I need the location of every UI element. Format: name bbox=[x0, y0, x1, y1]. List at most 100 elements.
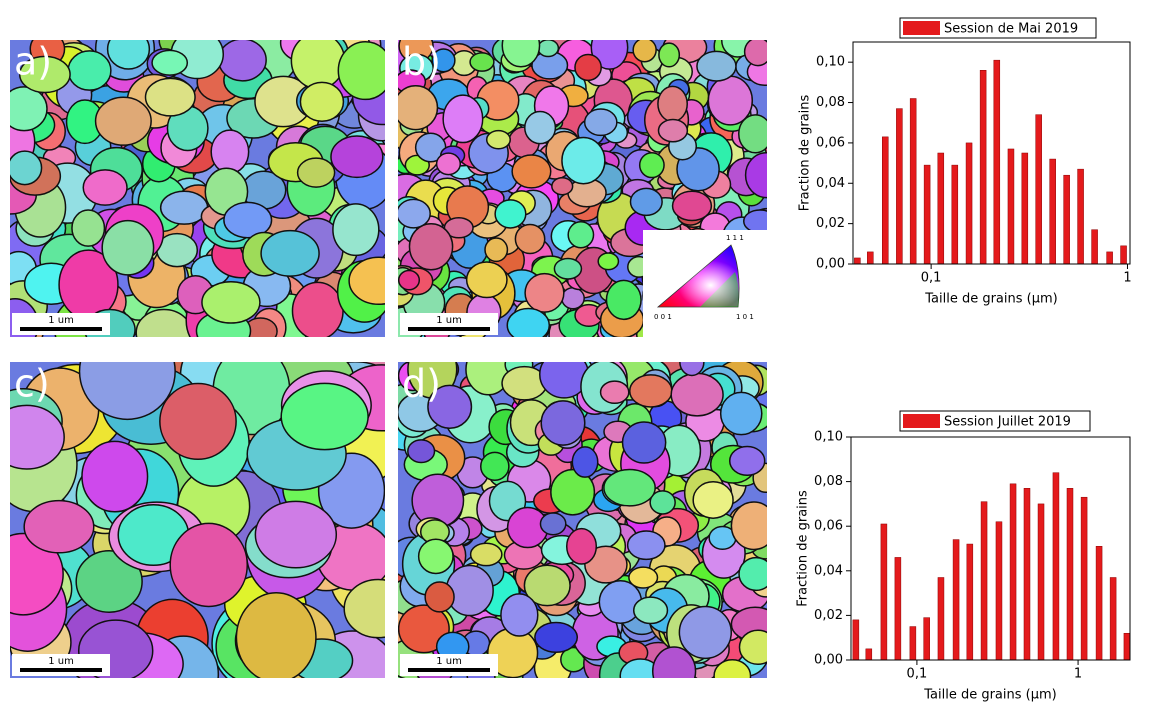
grain bbox=[692, 481, 734, 519]
grain bbox=[696, 50, 737, 82]
grain bbox=[738, 556, 767, 592]
grain bbox=[398, 198, 431, 229]
grain bbox=[348, 256, 385, 306]
grain bbox=[605, 279, 642, 321]
grain bbox=[485, 129, 511, 150]
grain bbox=[738, 629, 767, 665]
grain bbox=[738, 114, 767, 154]
grain bbox=[169, 522, 249, 608]
panel-label: a) bbox=[14, 40, 52, 84]
scale-bar bbox=[20, 327, 102, 331]
grain bbox=[296, 157, 336, 188]
legend-box bbox=[899, 17, 1097, 39]
y-tick-label: 0,08 bbox=[816, 95, 845, 110]
grain bbox=[210, 129, 250, 175]
grain bbox=[571, 446, 599, 478]
bar bbox=[966, 543, 974, 661]
grain bbox=[18, 55, 71, 94]
bar bbox=[1106, 251, 1113, 265]
bar bbox=[965, 142, 973, 265]
grain bbox=[730, 501, 767, 551]
grain bbox=[678, 605, 733, 660]
bar bbox=[865, 648, 873, 661]
bar bbox=[882, 136, 889, 265]
grain bbox=[223, 201, 273, 239]
grain bbox=[524, 110, 557, 145]
bar bbox=[923, 164, 931, 265]
grain bbox=[584, 545, 628, 584]
grain bbox=[469, 52, 495, 72]
grain bbox=[628, 566, 659, 589]
scale-bar bbox=[408, 327, 490, 331]
bar bbox=[1049, 158, 1056, 265]
ipf-label: 1 1 1 bbox=[726, 234, 744, 242]
bar bbox=[937, 152, 945, 265]
grain bbox=[480, 451, 510, 482]
bar bbox=[1021, 152, 1029, 265]
grain bbox=[299, 81, 345, 122]
y-tick-label: 0,02 bbox=[814, 608, 843, 623]
y-tick-label: 0,08 bbox=[814, 474, 843, 489]
plot-frame bbox=[852, 41, 1131, 265]
grain bbox=[670, 372, 724, 417]
bar bbox=[1120, 245, 1127, 265]
grain bbox=[78, 362, 176, 421]
bar bbox=[1080, 496, 1088, 661]
ipf-label: 1 0 1 bbox=[736, 313, 754, 321]
bar bbox=[896, 108, 903, 265]
grain bbox=[514, 223, 546, 255]
bar bbox=[1035, 114, 1042, 265]
scale-bar bbox=[408, 668, 490, 672]
y-tick-label: 0,04 bbox=[816, 176, 845, 191]
bar bbox=[952, 539, 960, 661]
grain bbox=[649, 490, 676, 515]
bar bbox=[909, 98, 917, 265]
grain bbox=[719, 391, 763, 436]
grain bbox=[81, 440, 149, 513]
grain bbox=[621, 421, 667, 464]
bar bbox=[923, 617, 930, 661]
grain bbox=[330, 135, 384, 179]
orientation-map bbox=[398, 40, 767, 337]
grain bbox=[75, 550, 143, 613]
bar bbox=[867, 251, 874, 265]
grain bbox=[159, 190, 209, 225]
legend-label: Session de Mai 2019 bbox=[944, 22, 1078, 37]
grain bbox=[511, 154, 552, 189]
bar bbox=[1066, 488, 1074, 661]
grain bbox=[540, 400, 586, 446]
grain bbox=[561, 287, 585, 310]
scale-bar bbox=[20, 668, 102, 672]
orientation-map bbox=[398, 362, 767, 678]
grain bbox=[657, 85, 688, 123]
grain bbox=[561, 136, 606, 185]
bar bbox=[951, 164, 959, 265]
grain bbox=[506, 307, 551, 337]
grain bbox=[23, 499, 95, 554]
bar bbox=[1063, 174, 1070, 265]
panel-label: c) bbox=[14, 362, 50, 406]
x-tick-label: 0,1 bbox=[921, 271, 942, 286]
grain bbox=[565, 527, 598, 565]
orientation-map bbox=[10, 362, 385, 678]
y-axis-label: Fraction de grains bbox=[798, 94, 813, 211]
grain bbox=[431, 48, 456, 73]
grain bbox=[534, 621, 579, 653]
grain bbox=[537, 40, 560, 58]
grain bbox=[435, 152, 462, 176]
x-axis-label: Taille de grains (µm) bbox=[923, 688, 1057, 703]
grain bbox=[408, 222, 454, 271]
legend-box bbox=[899, 410, 1091, 432]
grain bbox=[407, 439, 436, 464]
y-tick-label: 0,04 bbox=[814, 563, 843, 578]
ipf-white bbox=[658, 245, 740, 307]
grain bbox=[574, 53, 602, 82]
grain bbox=[337, 41, 385, 101]
bar bbox=[1052, 472, 1060, 661]
grain bbox=[290, 40, 346, 90]
grain bbox=[260, 229, 320, 277]
y-tick-label: 0,00 bbox=[816, 257, 845, 272]
panel-label: b) bbox=[402, 40, 441, 84]
bar bbox=[880, 523, 888, 661]
